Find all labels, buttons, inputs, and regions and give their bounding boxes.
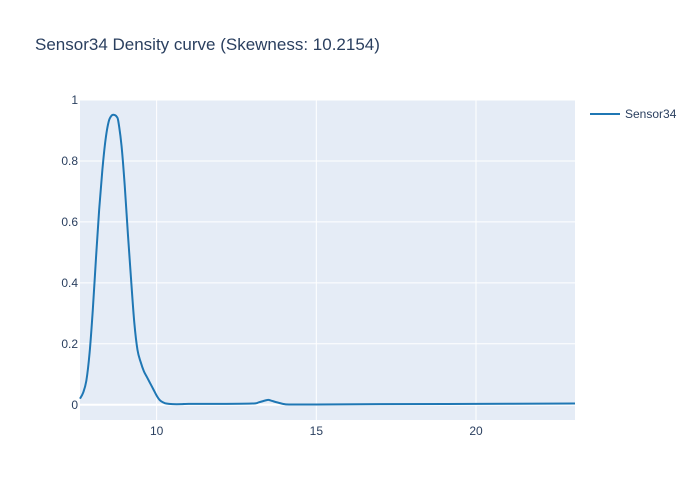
axis-tick-labels: 0 0.2 0.4 0.6 0.8 1 10 15 20	[61, 93, 483, 438]
y-tick-label: 0	[71, 398, 78, 412]
legend-label-sensor34: Sensor34	[625, 107, 677, 121]
y-tick-label: 0.6	[61, 215, 78, 229]
y-tick-label: 0.2	[61, 337, 78, 351]
chart-title: Sensor34 Density curve (Skewness: 10.215…	[35, 35, 380, 54]
series-layer	[79, 113, 576, 406]
y-tick-label: 0.8	[61, 154, 78, 168]
series-line-sensor34	[79, 113, 576, 406]
x-tick-label: 10	[150, 424, 164, 438]
plot-area	[80, 100, 575, 420]
y-tick-label: 1	[71, 93, 78, 107]
y-tick-label: 0.4	[61, 276, 78, 290]
x-tick-label: 15	[310, 424, 324, 438]
legend[interactable]: Sensor34	[590, 107, 677, 121]
x-tick-label: 20	[469, 424, 483, 438]
